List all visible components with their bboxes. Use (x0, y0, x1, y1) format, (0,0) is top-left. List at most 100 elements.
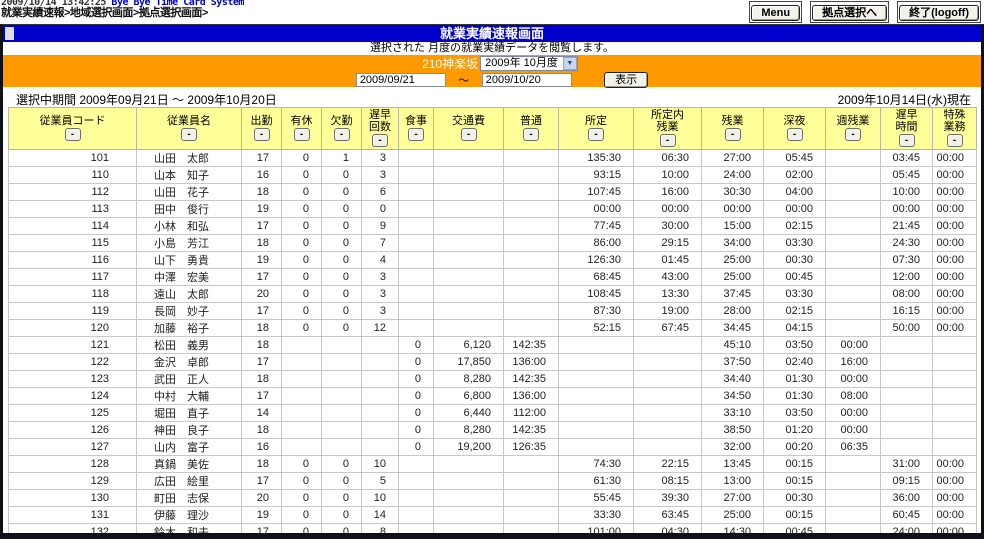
content-frame: 就業実績速報画面 選択された 月度の就業実績データを閲覧します。 210神楽坂 2… (0, 24, 984, 539)
table-cell: 0 (281, 268, 322, 286)
table-cell: 19 (241, 200, 282, 218)
column-collapse-button[interactable]: - (659, 134, 676, 147)
table-cell (633, 404, 702, 422)
table-cell (321, 387, 362, 405)
month-select[interactable]: 2009年 10月度 ▼ (480, 56, 578, 72)
table-cell: 山田 花子 (136, 183, 242, 201)
table-cell: 18 (241, 370, 282, 388)
table-cell: 126:35 (503, 438, 559, 456)
table-cell: 86:00 (558, 234, 634, 252)
date-from-input[interactable] (355, 73, 446, 87)
column-collapse-button[interactable]: - (786, 128, 803, 141)
table-cell: 25:00 (701, 506, 764, 524)
table-cell: 広田 絵里 (136, 472, 242, 490)
column-label: 所定 (585, 115, 607, 127)
show-button[interactable]: 表示 (604, 72, 649, 88)
column-label: 食事 (405, 115, 427, 127)
table-cell: 122 (8, 353, 137, 371)
column-header-2: 出勤 - (241, 107, 282, 150)
table-cell (880, 387, 933, 405)
date-to-input[interactable] (481, 73, 572, 87)
table-cell (398, 183, 434, 201)
table-cell: 142:35 (503, 370, 559, 388)
page-subtitle: 選択された 月度の就業実績データを閲覧します。 (370, 42, 614, 54)
column-collapse-button[interactable]: - (588, 128, 604, 141)
table-cell: 00:00 (825, 336, 881, 354)
column-collapse-button[interactable]: - (408, 128, 424, 141)
column-collapse-button[interactable]: - (898, 134, 915, 147)
column-collapse-button[interactable]: - (181, 128, 197, 141)
table-cell (825, 285, 881, 303)
filter-bar: 210神楽坂 2009年 10月度 ▼ ～ 表示 (3, 55, 981, 88)
table-cell: 0 (321, 506, 362, 524)
table-cell: 113 (8, 200, 137, 218)
table-cell (558, 387, 634, 405)
column-collapse-button[interactable]: - (523, 128, 539, 141)
table-cell: 87:30 (558, 302, 634, 320)
table-cell: 00:30 (763, 489, 826, 507)
column-collapse-button[interactable]: - (64, 128, 81, 141)
base-select-button-frame: 拠点選択へ (810, 1, 890, 23)
column-collapse-button[interactable]: - (372, 134, 388, 147)
table-cell: 00:00 (558, 200, 634, 218)
table-cell: 50:00 (880, 319, 933, 337)
table-cell (281, 336, 322, 354)
table-cell: 0 (281, 183, 322, 201)
table-row: 113 田中 俊行 19 0 0 0 00:00 00:00 00:00 00:00 00:00… (8, 200, 977, 218)
column-header-8: 普通 - (503, 107, 559, 150)
table-cell: 126:30 (558, 251, 634, 269)
table-cell: 107:45 (558, 183, 634, 201)
table-cell: 17 (241, 353, 282, 371)
table-cell: 18 (241, 336, 282, 354)
table-cell: 67:45 (633, 319, 702, 337)
table-cell: 03:30 (763, 234, 826, 252)
table-cell (880, 370, 933, 388)
column-collapse-button[interactable]: - (946, 134, 963, 147)
column-label: 出勤 (250, 115, 273, 127)
table-cell (633, 421, 702, 439)
column-header-13: 週残業 - (825, 107, 881, 150)
table-cell (398, 523, 434, 533)
table-cell: 132 (8, 523, 137, 533)
logoff-button-frame: 終了(logoff) (897, 1, 981, 23)
table-cell (880, 404, 933, 422)
column-collapse-button[interactable]: - (724, 128, 741, 141)
logoff-button[interactable]: 終了(logoff) (899, 5, 979, 21)
column-collapse-button[interactable]: - (845, 128, 861, 141)
column-collapse-button[interactable]: - (460, 128, 477, 141)
menu-button[interactable]: Menu (751, 5, 801, 21)
table-header-row: 従業員コード - 従業員名 - 出勤 - 有休 - 欠勤 - 遅早 回数 - 食事 - 交通費 - 普通 - 所定 - 所… (8, 107, 977, 150)
column-header-4: 欠勤 - (321, 107, 362, 150)
table-cell: 24:00 (701, 166, 764, 184)
column-collapse-button[interactable]: - (333, 128, 350, 141)
table-cell: 121 (8, 336, 137, 354)
table-cell: 101:00 (558, 523, 634, 533)
table-cell: 山内 富子 (136, 438, 242, 456)
column-collapse-button[interactable]: - (293, 128, 310, 141)
table-cell: 19:00 (633, 302, 702, 320)
table-row: 126 神田 良子 18 0 8,280 142:35 38:50 01:20 00:00 (8, 421, 977, 439)
table-row: 125 堀田 直子 14 0 6,440 112:00 33:10 03:50 00:00 (8, 404, 977, 422)
table-cell: 0 (398, 421, 434, 439)
table-cell: 124 (8, 387, 137, 405)
table-row: 114 小林 和弘 17 0 0 9 77:45 30:00 15:00 02:15 21:45… (8, 217, 977, 235)
column-collapse-button[interactable]: - (253, 128, 270, 141)
table-cell (825, 234, 881, 252)
table-cell (558, 370, 634, 388)
table-cell (361, 438, 399, 456)
table-cell: 10:00 (633, 166, 702, 184)
table-cell (503, 302, 559, 320)
table-cell: 05:45 (880, 166, 933, 184)
menu-button-frame: Menu (749, 1, 803, 23)
table-cell (633, 370, 702, 388)
table-cell: 00:00 (701, 200, 764, 218)
table-cell: 04:00 (763, 183, 826, 201)
table-cell: 21:45 (880, 217, 933, 235)
chevron-down-icon[interactable]: ▼ (562, 57, 577, 71)
table-cell: 06:30 (633, 149, 702, 167)
table-cell: 00:00 (932, 319, 977, 337)
table-cell: 5 (361, 472, 399, 490)
base-select-button[interactable]: 拠点選択へ (812, 5, 888, 21)
table-cell: 03:50 (763, 336, 826, 354)
table-cell: 0 (321, 166, 362, 184)
